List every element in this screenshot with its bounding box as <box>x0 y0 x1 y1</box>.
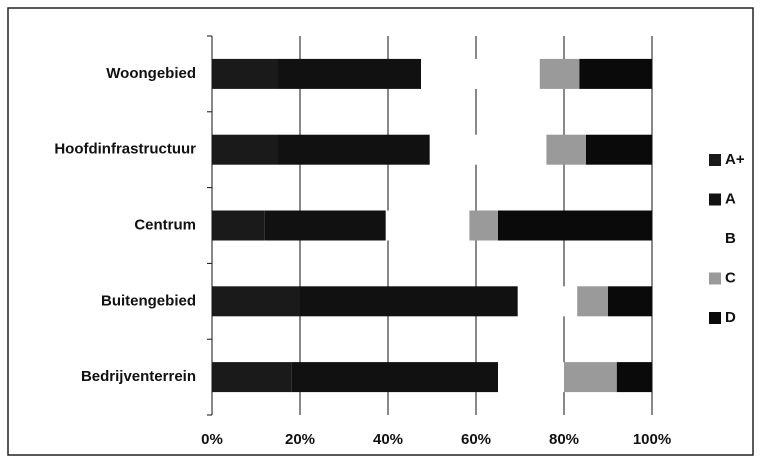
x-tick-label: 0% <box>201 431 223 448</box>
bar-segment <box>469 210 498 241</box>
bar-segment <box>385 210 470 241</box>
bar-segment <box>539 58 580 89</box>
bar-segment <box>278 134 430 165</box>
bar-segment <box>212 286 300 317</box>
y-tick-label: Buitengebied <box>101 292 196 309</box>
legend-label: C <box>725 269 736 286</box>
bar-segment <box>546 134 586 165</box>
bar-segment <box>264 210 386 241</box>
y-tick-label: Hoofdinfrastructuur <box>54 141 196 158</box>
y-tick-label: Bedrijventerrein <box>81 368 196 385</box>
bar-segment <box>212 210 265 241</box>
bar-segment <box>498 362 564 393</box>
bar-segment <box>429 134 547 165</box>
bar-segment <box>212 58 278 89</box>
bar-segment <box>498 210 652 241</box>
legend-swatch <box>709 272 721 285</box>
legend-swatch <box>709 154 721 166</box>
x-tick-label: 60% <box>461 431 491 448</box>
bar-segment <box>616 362 652 393</box>
bar-segment <box>300 286 518 317</box>
bar-segment <box>291 362 498 393</box>
x-tick-label: 100% <box>633 431 671 448</box>
bar-segment <box>278 58 421 89</box>
legend-swatch <box>709 193 721 206</box>
bar-segment <box>212 134 278 165</box>
legend-label: A <box>725 190 736 207</box>
legend-label: A+ <box>725 151 745 168</box>
bar-segment <box>577 286 608 317</box>
x-tick-label: 80% <box>549 431 579 448</box>
bar-segment <box>212 362 292 393</box>
bar-segment <box>564 362 617 393</box>
bar-segment <box>608 286 652 317</box>
legend-label: D <box>725 309 736 326</box>
bar-segment <box>517 286 578 317</box>
legend-label: B <box>725 230 736 247</box>
bar-segment <box>421 58 540 89</box>
x-tick-label: 20% <box>285 431 315 448</box>
bar-segment <box>586 134 652 165</box>
x-tick-label: 40% <box>373 431 403 448</box>
legend-swatch <box>709 312 721 324</box>
legend-swatch <box>709 233 721 245</box>
y-tick-label: Centrum <box>134 216 196 233</box>
bar-segment <box>579 58 652 89</box>
y-tick-label: Woongebied <box>106 65 196 82</box>
